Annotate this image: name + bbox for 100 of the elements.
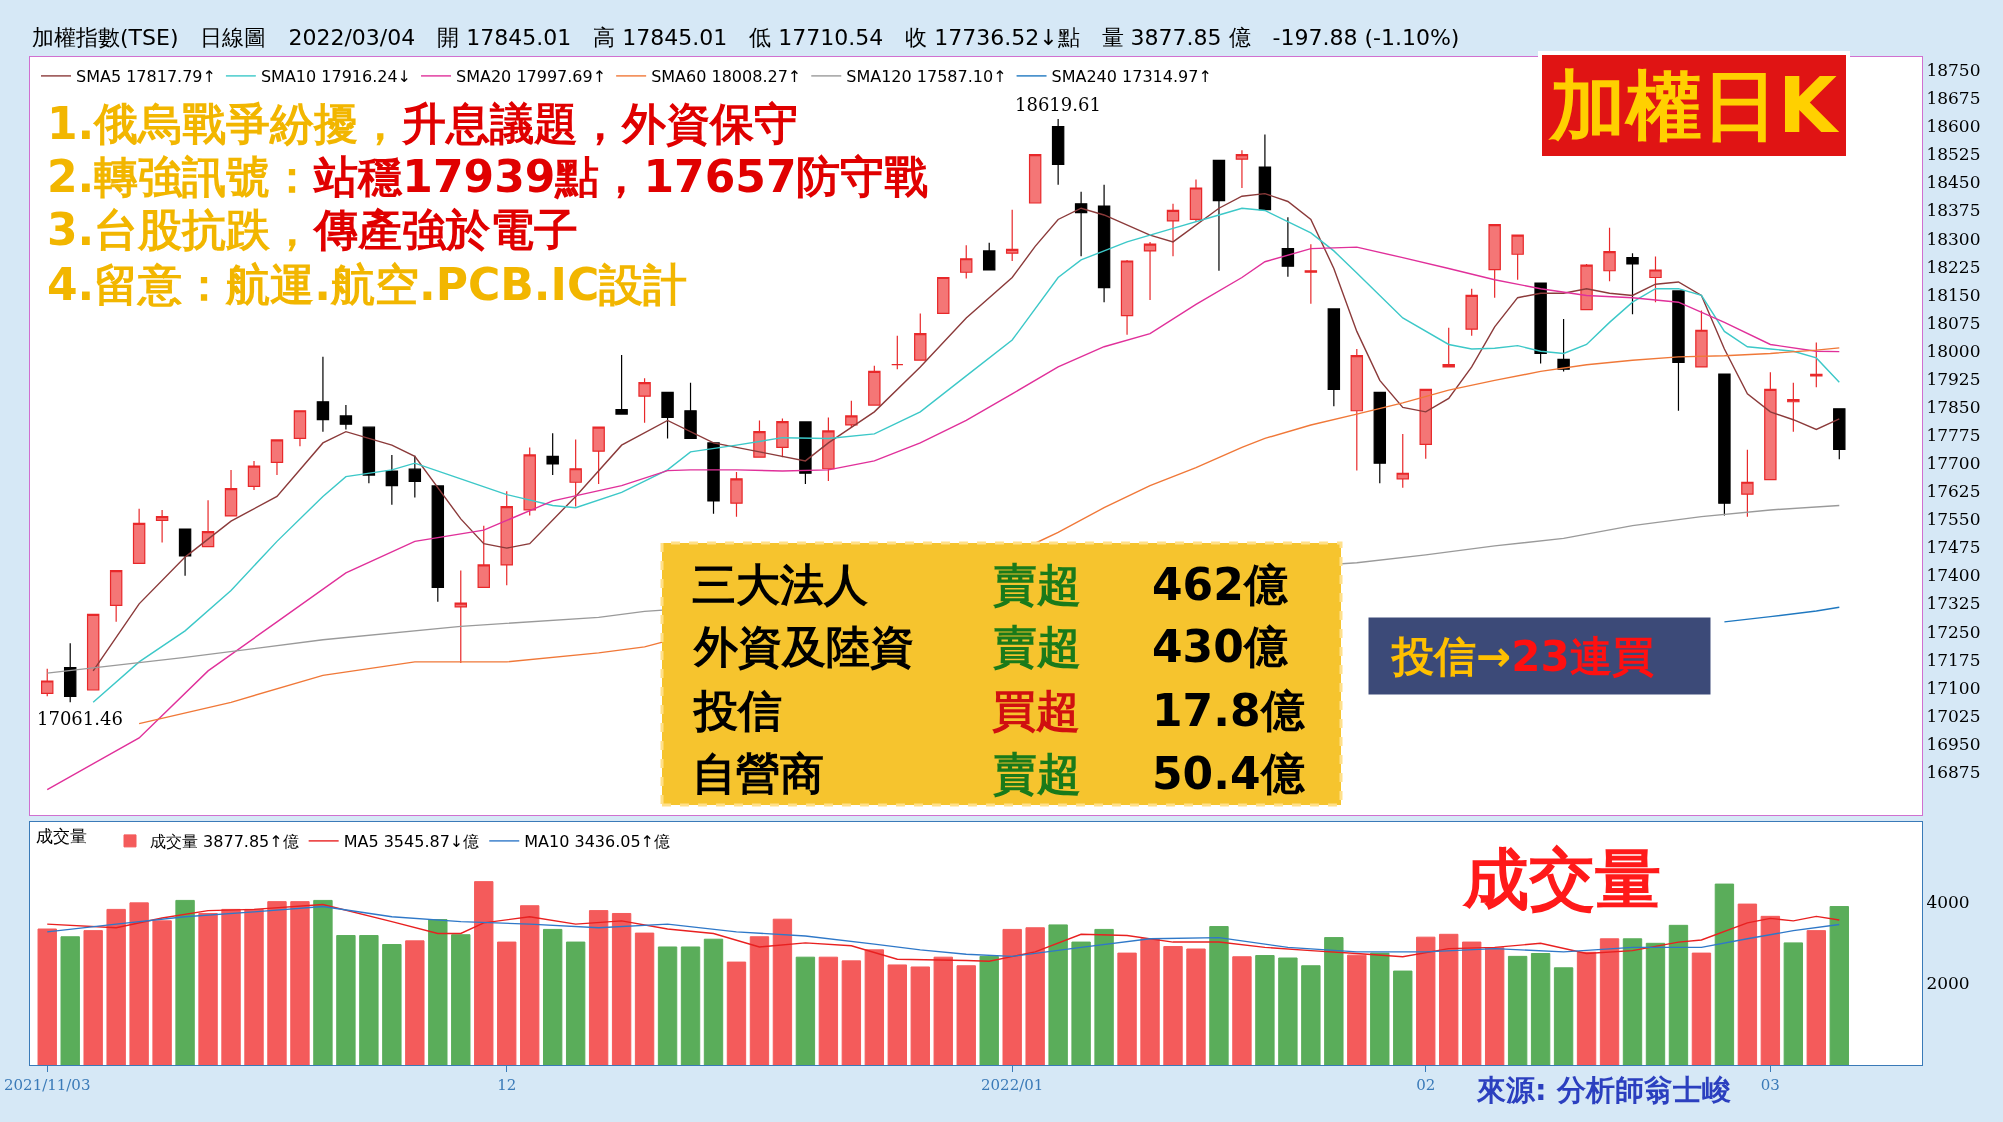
candlestick bbox=[1580, 263, 1593, 311]
annotation: 賣超 bbox=[992, 748, 1081, 799]
bar bbox=[1714, 883, 1735, 1065]
bar bbox=[1048, 924, 1068, 1065]
bar bbox=[1186, 948, 1206, 1065]
y-tick-label: 4000 bbox=[1926, 891, 1970, 912]
bar bbox=[611, 912, 632, 1065]
candlestick bbox=[270, 439, 284, 476]
candlestick bbox=[155, 509, 169, 544]
y-tick-label: 17025 bbox=[1926, 705, 1981, 726]
candlestick bbox=[776, 417, 789, 458]
chart-title: 加權指數(TSE) 日線圖 2022/03/04 開 17845.01 高 17845.01 低 17710.54 收 17736.52↓點 量 3877.85 億 -197.88 (-1.10%) bbox=[32, 25, 1460, 50]
candlestick bbox=[477, 525, 490, 589]
annotation: 賣超 bbox=[992, 559, 1081, 610]
annotation: 買超 bbox=[992, 685, 1080, 736]
bar bbox=[1347, 954, 1367, 1065]
annotation: 傳產強於電子 bbox=[312, 204, 579, 255]
candlestick bbox=[1810, 342, 1823, 388]
y-tick-label: 2000 bbox=[1926, 973, 1970, 994]
bar bbox=[1025, 927, 1045, 1065]
annotation: 三大法人 bbox=[692, 559, 868, 610]
candlestick bbox=[1488, 224, 1501, 299]
legend-label: SMA120 17587.10↑ bbox=[846, 67, 1007, 87]
candlestick bbox=[362, 426, 376, 484]
candlestick bbox=[1373, 391, 1387, 484]
bar bbox=[864, 949, 885, 1065]
candlestick bbox=[1534, 282, 1547, 365]
y-tick-label: 17325 bbox=[1926, 593, 1981, 614]
bar bbox=[428, 919, 448, 1065]
bar bbox=[1760, 915, 1781, 1065]
annotation: 自營商 bbox=[692, 748, 824, 799]
bar bbox=[1484, 947, 1505, 1065]
bar bbox=[703, 938, 724, 1065]
annotation: 17061.46 bbox=[37, 708, 123, 729]
bar bbox=[1278, 957, 1298, 1065]
annotation: 成交量 bbox=[1462, 841, 1661, 918]
candlestick bbox=[1741, 449, 1754, 518]
y-tick-label: 18075 bbox=[1926, 312, 1981, 333]
annotation: 加權日K bbox=[1548, 61, 1840, 150]
bar bbox=[244, 908, 264, 1065]
y-tick-label: 18525 bbox=[1926, 144, 1981, 165]
bar bbox=[198, 912, 218, 1065]
bar bbox=[1829, 906, 1849, 1065]
candlestick bbox=[845, 400, 858, 428]
bar bbox=[152, 920, 172, 1065]
candlestick bbox=[500, 490, 513, 586]
annotation: 23連買 bbox=[1511, 632, 1654, 681]
y-tick-label: 17475 bbox=[1926, 537, 1981, 558]
candlestick bbox=[1695, 309, 1708, 368]
legend-label: MA10 3436.05↑億 bbox=[524, 832, 671, 852]
candlestick bbox=[1603, 227, 1616, 282]
chart-title: 成交量 bbox=[36, 826, 87, 846]
y-tick-label: 17775 bbox=[1926, 425, 1981, 446]
bar bbox=[1209, 926, 1229, 1065]
annotation: 4.留意：航運.航空.PCB.IC設計 bbox=[47, 259, 688, 310]
candlestick bbox=[1281, 216, 1295, 278]
bar bbox=[106, 908, 126, 1065]
x-tick-label: 2021/11/03 bbox=[4, 1076, 91, 1094]
candlestick bbox=[1626, 252, 1639, 315]
candlestick bbox=[408, 455, 422, 499]
bar bbox=[267, 901, 287, 1065]
bar bbox=[1324, 937, 1344, 1065]
bar bbox=[83, 930, 103, 1065]
bar bbox=[1576, 951, 1597, 1065]
candlestick bbox=[1235, 149, 1249, 189]
candlestick bbox=[960, 244, 973, 280]
bar bbox=[359, 935, 379, 1065]
bar bbox=[887, 964, 907, 1065]
y-tick-label: 17100 bbox=[1926, 677, 1981, 698]
candlestick bbox=[1028, 154, 1042, 204]
bar bbox=[910, 966, 930, 1065]
candlestick bbox=[1764, 371, 1777, 481]
bar bbox=[795, 956, 816, 1065]
candlestick bbox=[1166, 203, 1180, 257]
y-tick-label: 16875 bbox=[1926, 761, 1981, 782]
candlestick bbox=[523, 446, 536, 517]
y-tick-label: 18300 bbox=[1926, 228, 1981, 249]
line-series bbox=[1723, 606, 1840, 623]
candlestick bbox=[132, 508, 146, 565]
legend-label: SMA5 17817.79↑ bbox=[76, 67, 216, 87]
candlestick bbox=[1327, 308, 1341, 407]
candlestick bbox=[1074, 191, 1088, 257]
y-tick-label: 18150 bbox=[1926, 284, 1981, 305]
bar bbox=[1416, 936, 1436, 1065]
annotation: 18619.61 bbox=[1015, 94, 1101, 115]
bar bbox=[1439, 933, 1459, 1065]
y-tick-label: 18225 bbox=[1926, 256, 1981, 277]
bar bbox=[680, 946, 701, 1065]
candlestick bbox=[1649, 255, 1662, 303]
y-tick-label: 18600 bbox=[1926, 116, 1981, 137]
bar bbox=[1530, 953, 1551, 1065]
annotation: 賣超 bbox=[992, 621, 1081, 672]
bar bbox=[933, 956, 953, 1065]
candlestick bbox=[339, 404, 353, 431]
candlestick bbox=[1258, 133, 1272, 211]
candlestick bbox=[1442, 327, 1455, 368]
text: 來源: 分析師翁士峻 bbox=[1476, 1073, 1731, 1107]
candlestick bbox=[247, 460, 261, 491]
candlestick bbox=[1097, 184, 1111, 303]
y-tick-label: 18675 bbox=[1926, 88, 1981, 109]
